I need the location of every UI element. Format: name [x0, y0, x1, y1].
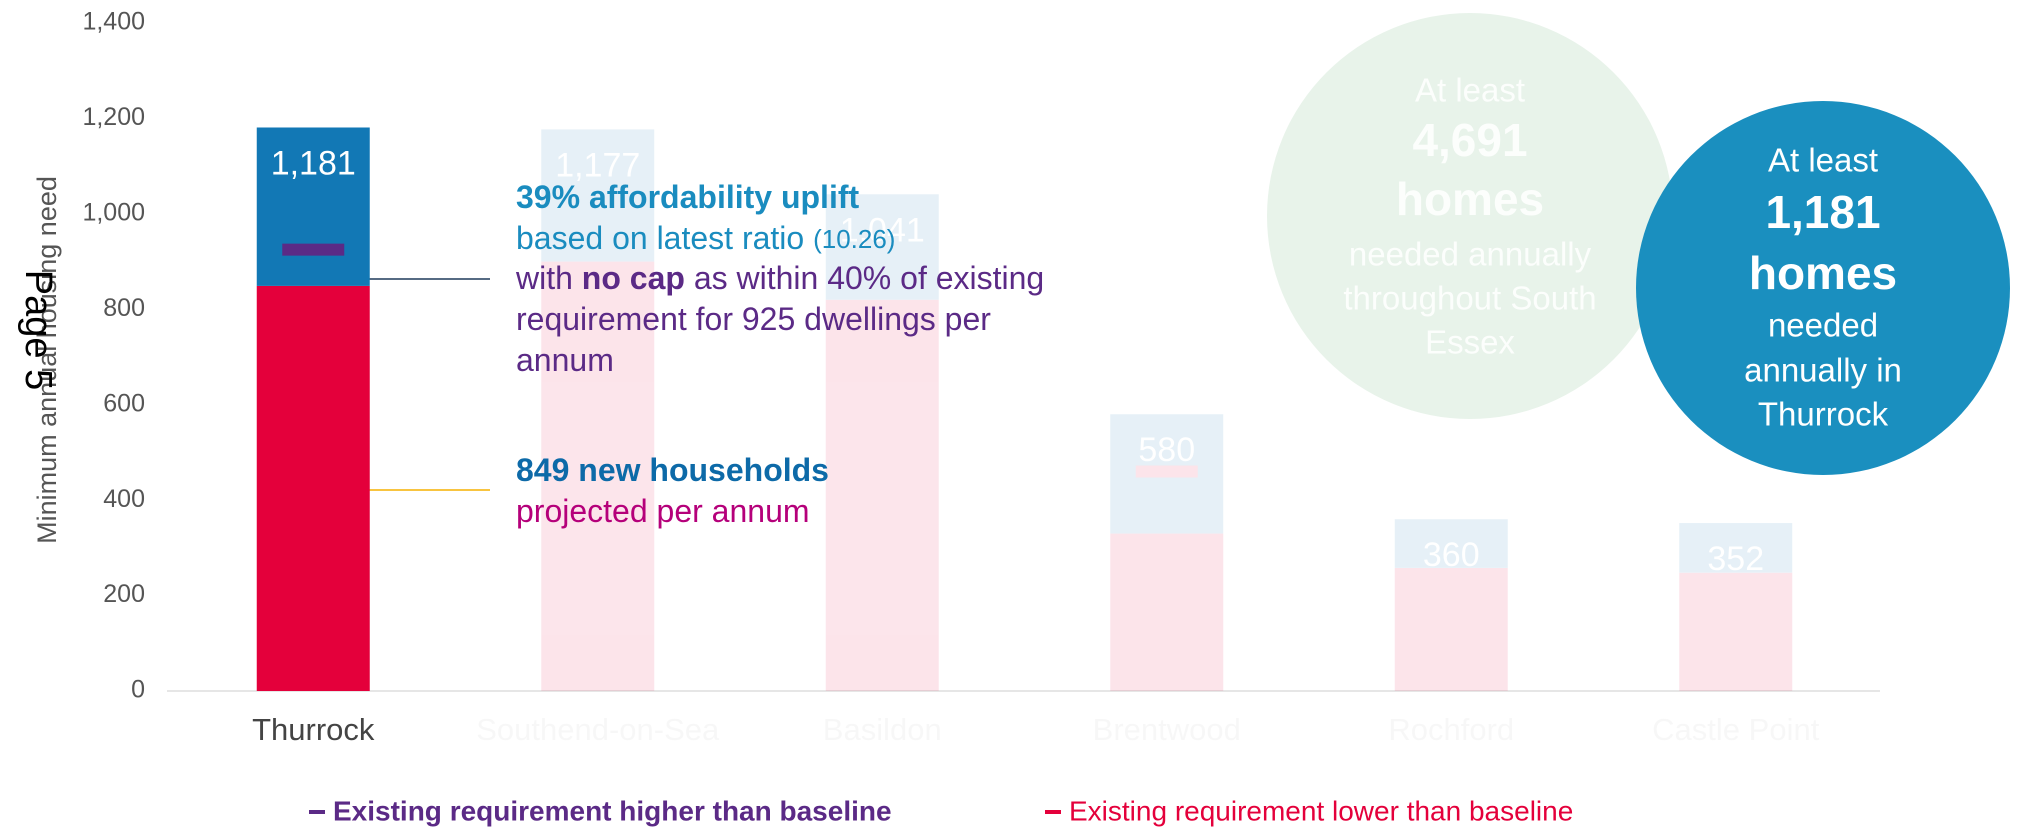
x-tick-label: Brentwood [1093, 712, 1241, 747]
annotation-span: annum [516, 342, 614, 378]
category-group: Rochford 360 [1388, 519, 1514, 747]
category-group: Southend-on-Sea 1,177 [476, 129, 720, 747]
callout-circle [1636, 101, 2010, 475]
bar-segment [1679, 523, 1793, 573]
y-tick-label: 600 [103, 389, 145, 417]
y-axis-title: Minimum annual housing need [32, 176, 62, 544]
legend-label: Existing requirement higher than baselin… [333, 795, 892, 826]
bar-segment [1394, 567, 1508, 691]
callout-text: annually in [1744, 352, 1902, 389]
category-group: Brentwood 580 [1093, 414, 1241, 747]
bar-segment [256, 127, 370, 286]
annotation-text: requirement for 925 dwellings per [516, 301, 991, 337]
y-tick-label: 0 [131, 676, 145, 704]
existing-marker [1135, 465, 1198, 478]
y-tick-label: 1,000 [82, 198, 145, 226]
bar-segment [825, 299, 939, 691]
bar-segment [1679, 572, 1793, 691]
category-group: 1,181 [256, 127, 370, 691]
category-group: Basildon 1,041 [823, 194, 942, 747]
annotation-span: as within 40% of existing [685, 260, 1044, 296]
y-tick-label: 400 [103, 485, 145, 513]
bar-segment [541, 261, 655, 691]
x-tick-label: Rochford [1388, 712, 1514, 747]
callout-text: needed annually [1349, 236, 1592, 273]
bar-segment [825, 194, 939, 300]
legend-swatch [309, 810, 325, 814]
annotation-text: projected per annum [516, 493, 810, 529]
annotation-span: based on latest ratio [516, 220, 813, 256]
callout-text: At least [1415, 72, 1525, 109]
annotation-span: with [515, 260, 582, 296]
total-label: 360 [1423, 536, 1480, 574]
annotation-span: projected per annum [516, 493, 810, 529]
x-tick-label: Thurrock [252, 712, 375, 747]
bar-segment [1394, 519, 1508, 568]
existing-marker [282, 243, 345, 256]
x-tick-label: Basildon [823, 712, 942, 747]
callout-text: Essex [1425, 324, 1515, 361]
bar-segment [1110, 414, 1224, 534]
total-label: 580 [1138, 431, 1195, 469]
x-tick-label: Castle Point [1652, 712, 1820, 747]
annotation-text: annum [516, 342, 614, 378]
callout-text: 4,691 [1412, 114, 1527, 166]
x-tick-label: Southend-on-Sea [476, 712, 720, 747]
callout-text: Thurrock [1758, 396, 1889, 433]
page-label: Page 5 [17, 270, 59, 390]
y-tick-label: 800 [103, 294, 145, 322]
callout-text: At least [1768, 142, 1878, 179]
annotation-span: no cap [582, 260, 685, 296]
total-label: 1,041 [840, 211, 925, 249]
y-tick-label: 200 [103, 580, 145, 608]
annotation-text: with no cap as within 40% of existing [515, 260, 1044, 296]
total-label: 352 [1707, 540, 1764, 578]
annotation-span: 39% affordability uplift [516, 179, 859, 215]
annotation-span: (10.26) [813, 224, 895, 254]
y-tick-label: 1,200 [82, 103, 145, 131]
callout-text: homes [1396, 173, 1544, 225]
bar-segment [541, 129, 655, 262]
legend-label: Existing requirement lower than baseline [1069, 795, 1573, 826]
annotation-text: based on latest ratio (10.26) [516, 220, 895, 256]
category-group: Castle Point 352 [1652, 523, 1820, 747]
callout-text: 1,181 [1765, 186, 1880, 238]
annotation-span: 849 new households [516, 452, 829, 488]
bar-segment [1110, 533, 1224, 691]
annotation-span: requirement for 925 dwellings per [516, 301, 991, 337]
bar-segment [256, 285, 370, 691]
callout-text: homes [1749, 247, 1897, 299]
total-label: 1,181 [271, 144, 356, 182]
callout-text: throughout South [1343, 280, 1596, 317]
callout-circle-faded [1267, 13, 1673, 419]
y-tick-label: 1,400 [82, 8, 145, 36]
total-label: 1,177 [555, 146, 640, 184]
annotation-text: 849 new households [516, 452, 829, 488]
legend-swatch [1045, 810, 1061, 814]
callout-text: needed [1768, 307, 1878, 344]
annotation-text: 39% affordability uplift [516, 179, 859, 215]
